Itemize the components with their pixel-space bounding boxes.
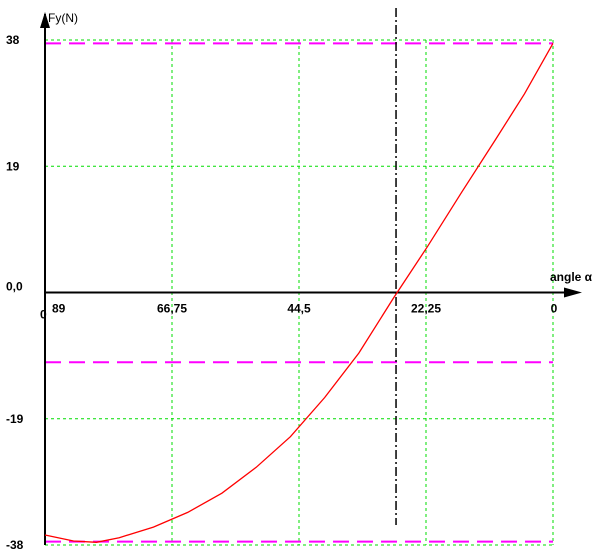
x-axis-title: angle α (550, 270, 593, 284)
y-tick-label-3: -19 (6, 412, 24, 426)
grid-layer (45, 39, 554, 546)
x-tick-label-1: 66,75 (157, 302, 187, 316)
origin-label: 0 (40, 308, 47, 322)
y-tick-label-1: 19 (6, 159, 20, 173)
y-axis-title: Fy(N) (48, 11, 78, 25)
y-tick-label-2: 0,0 (6, 280, 23, 294)
y-tick-label-4: -38 (6, 538, 24, 549)
x-axis-arrow (564, 287, 582, 298)
labels-layer: Fy(N) angle α 38 19 0,0 -19 -38 0 89 66,75 44,5 22,… (6, 11, 593, 549)
y-axis-arrow (40, 12, 50, 28)
x-tick-label-0: 89 (52, 302, 66, 316)
series-layer (44, 42, 554, 543)
limit-lines-layer (45, 42, 553, 543)
axes-layer (40, 8, 582, 545)
x-tick-label-2: 44,5 (287, 302, 311, 316)
x-tick-label-3: 22,25 (411, 302, 441, 316)
x-tick-label-4: 0 (551, 302, 558, 316)
series-line-0 (44, 42, 554, 543)
y-tick-label-0: 38 (6, 33, 20, 47)
